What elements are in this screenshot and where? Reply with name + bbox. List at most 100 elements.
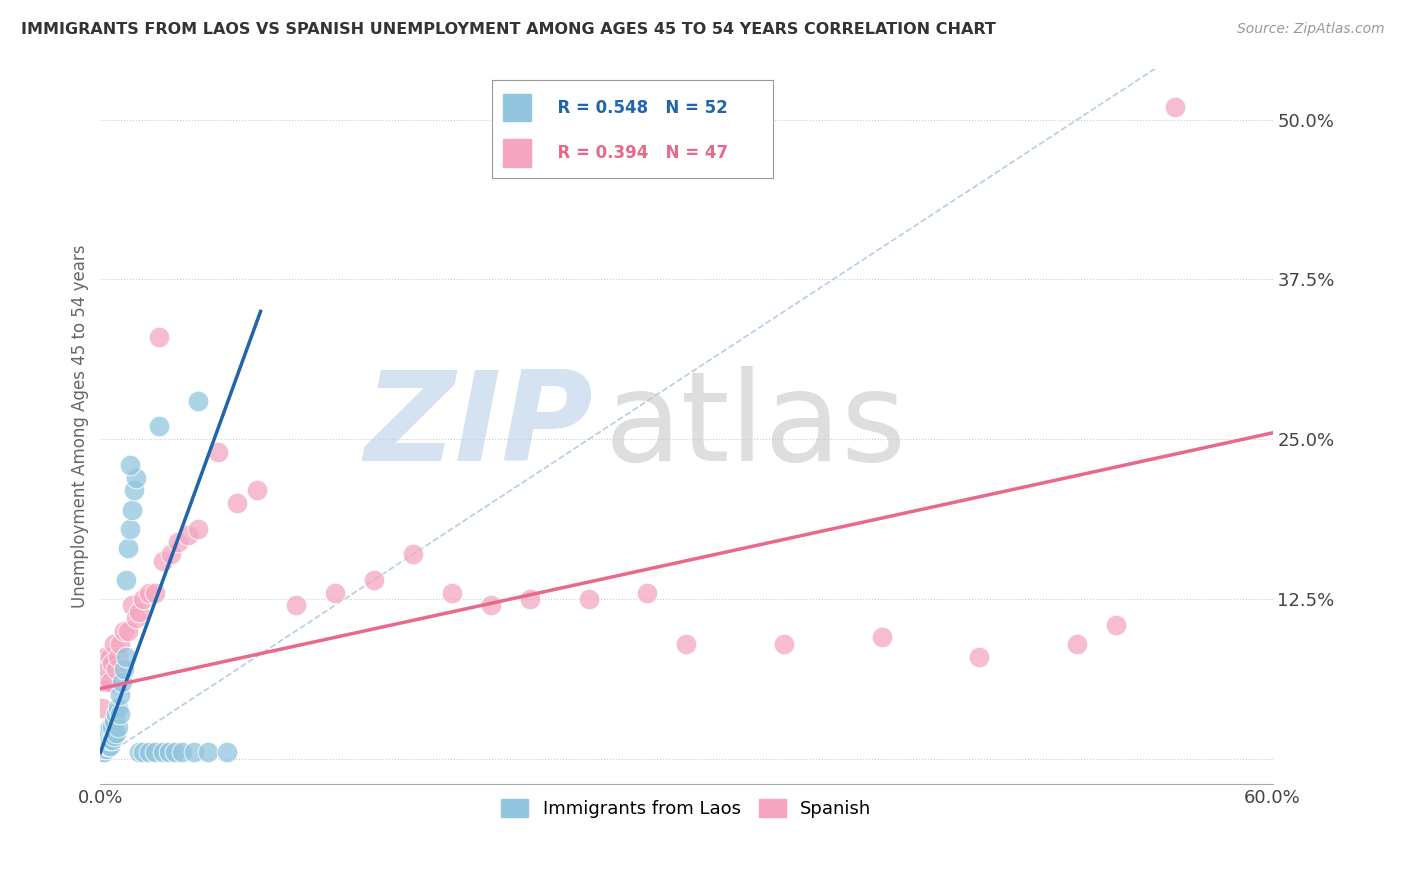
Point [98, 675, 121, 690]
Point [107, 720, 129, 734]
Y-axis label: Unemployment Among Ages 45 to 54 years: Unemployment Among Ages 45 to 54 years [72, 244, 89, 608]
Point [93, 746, 115, 760]
Point [91, 737, 114, 751]
Point [773, 637, 796, 651]
Point [117, 624, 139, 638]
Point [101, 656, 124, 670]
Point [167, 534, 190, 549]
Point [183, 746, 205, 760]
Point [132, 746, 155, 760]
Point [578, 592, 600, 607]
Point [114, 573, 136, 587]
Point [103, 729, 125, 743]
Point [246, 483, 269, 498]
Point [148, 330, 170, 344]
Point [97, 732, 120, 747]
Point [93, 741, 115, 756]
Point [98, 739, 121, 753]
Point [91, 741, 114, 756]
Point [96, 675, 118, 690]
Point [143, 585, 166, 599]
Point [152, 554, 174, 568]
Point [96, 741, 118, 756]
Point [112, 624, 135, 638]
Point [91, 739, 114, 753]
Point [101, 720, 124, 734]
Point [363, 573, 385, 587]
Point [479, 599, 502, 613]
Point [96, 726, 118, 740]
Point [187, 522, 209, 536]
Point [96, 649, 118, 664]
Point [93, 649, 115, 664]
Point [187, 393, 209, 408]
Point [108, 637, 131, 651]
Text: IMMIGRANTS FROM LAOS VS SPANISH UNEMPLOYMENT AMONG AGES 45 TO 54 YEARS CORRELATI: IMMIGRANTS FROM LAOS VS SPANISH UNEMPLOY… [21, 22, 995, 37]
Point [197, 746, 219, 760]
Point [284, 599, 307, 613]
Point [157, 746, 180, 760]
Text: R = 0.548   N = 52: R = 0.548 N = 52 [546, 99, 727, 117]
Point [226, 496, 249, 510]
Point [1164, 100, 1187, 114]
Point [112, 662, 135, 676]
Point [96, 732, 118, 747]
Point [97, 662, 120, 676]
Point [217, 746, 239, 760]
Point [121, 599, 143, 613]
Point [104, 662, 127, 676]
Point [91, 746, 114, 760]
Point [91, 675, 114, 690]
Point [172, 746, 194, 760]
Point [98, 720, 121, 734]
Point [138, 585, 160, 599]
Point [93, 732, 115, 747]
Point [93, 675, 115, 690]
Point [101, 732, 124, 747]
Point [121, 502, 143, 516]
Bar [503, 94, 531, 121]
Point [93, 739, 115, 753]
Point [148, 419, 170, 434]
Point [98, 732, 121, 747]
Point [98, 649, 121, 664]
Point [117, 541, 139, 555]
Point [163, 746, 186, 760]
Point [97, 739, 120, 753]
Point [177, 528, 200, 542]
Bar [503, 139, 531, 167]
Point [118, 522, 141, 536]
Point [138, 746, 160, 760]
Text: atlas: atlas [605, 366, 907, 487]
Point [402, 547, 425, 561]
Point [107, 700, 129, 714]
Point [124, 611, 146, 625]
Point [111, 675, 134, 690]
Point [159, 547, 181, 561]
Point [636, 585, 658, 599]
Point [132, 592, 155, 607]
Point [128, 746, 150, 760]
Point [207, 445, 229, 459]
Point [440, 585, 463, 599]
Point [152, 746, 174, 760]
Point [93, 726, 115, 740]
Point [675, 637, 697, 651]
Point [118, 458, 141, 472]
Text: Source: ZipAtlas.com: Source: ZipAtlas.com [1237, 22, 1385, 37]
Point [143, 746, 166, 760]
Point [96, 737, 118, 751]
Point [969, 649, 991, 664]
Legend: Immigrants from Laos, Spanish: Immigrants from Laos, Spanish [494, 792, 879, 825]
Point [519, 592, 541, 607]
Point [108, 688, 131, 702]
Point [97, 726, 120, 740]
Point [91, 700, 114, 714]
Point [1105, 617, 1128, 632]
Point [128, 605, 150, 619]
Point [104, 707, 127, 722]
Text: ZIP: ZIP [364, 366, 593, 487]
Point [124, 470, 146, 484]
Point [323, 585, 346, 599]
Point [1066, 637, 1088, 651]
